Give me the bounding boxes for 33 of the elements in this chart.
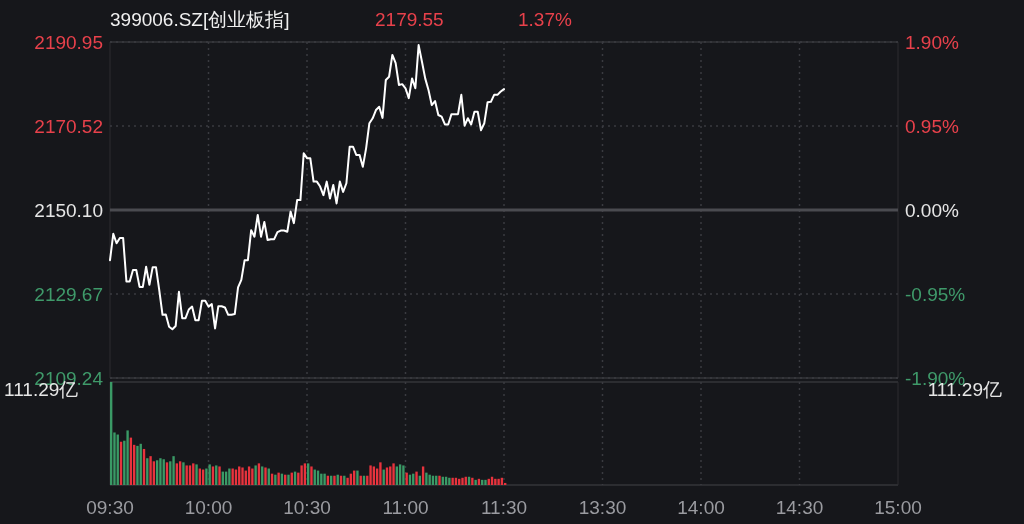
x-tick-label: 10:00 <box>184 497 233 518</box>
bar <box>425 472 428 485</box>
x-tick-label: 15:00 <box>874 497 922 518</box>
x-tick-label: 11:30 <box>480 497 528 518</box>
x-tick-label: 10:30 <box>283 497 331 518</box>
y-tick-label: 2190.95 <box>34 32 103 53</box>
x-tick-label: 14:00 <box>677 497 725 518</box>
text: 1.37% <box>518 9 572 30</box>
x-tick-label: 14:30 <box>775 497 824 518</box>
y2-tick-label: 1.90% <box>905 32 959 53</box>
line-series <box>109 44 505 331</box>
bar <box>428 474 431 485</box>
chart-title: 399006.SZ[创业板指] <box>110 9 290 30</box>
y-tick-label: 2129.67 <box>34 283 103 305</box>
y-tick-label: 2150.10 <box>34 199 103 221</box>
bar <box>369 465 372 485</box>
x-tick-label: 11:00 <box>382 497 429 518</box>
bar <box>379 462 382 485</box>
bar <box>205 468 208 485</box>
y2-tick-label: 0.00% <box>905 200 959 221</box>
x-tick-label: 13:30 <box>578 497 627 518</box>
text: 2179.55 <box>375 9 444 30</box>
bar <box>126 430 129 485</box>
x-tick-label: 09:30 <box>86 497 134 518</box>
bar <box>300 465 303 485</box>
bar <box>402 465 405 485</box>
bar <box>356 470 359 485</box>
y2-tick-label: -0.95% <box>905 284 966 305</box>
bar <box>172 456 175 485</box>
bar <box>494 478 497 485</box>
y-tick-label: 2170.52 <box>34 116 103 138</box>
bar <box>497 478 500 485</box>
y2-tick-label: 0.95% <box>905 116 959 137</box>
